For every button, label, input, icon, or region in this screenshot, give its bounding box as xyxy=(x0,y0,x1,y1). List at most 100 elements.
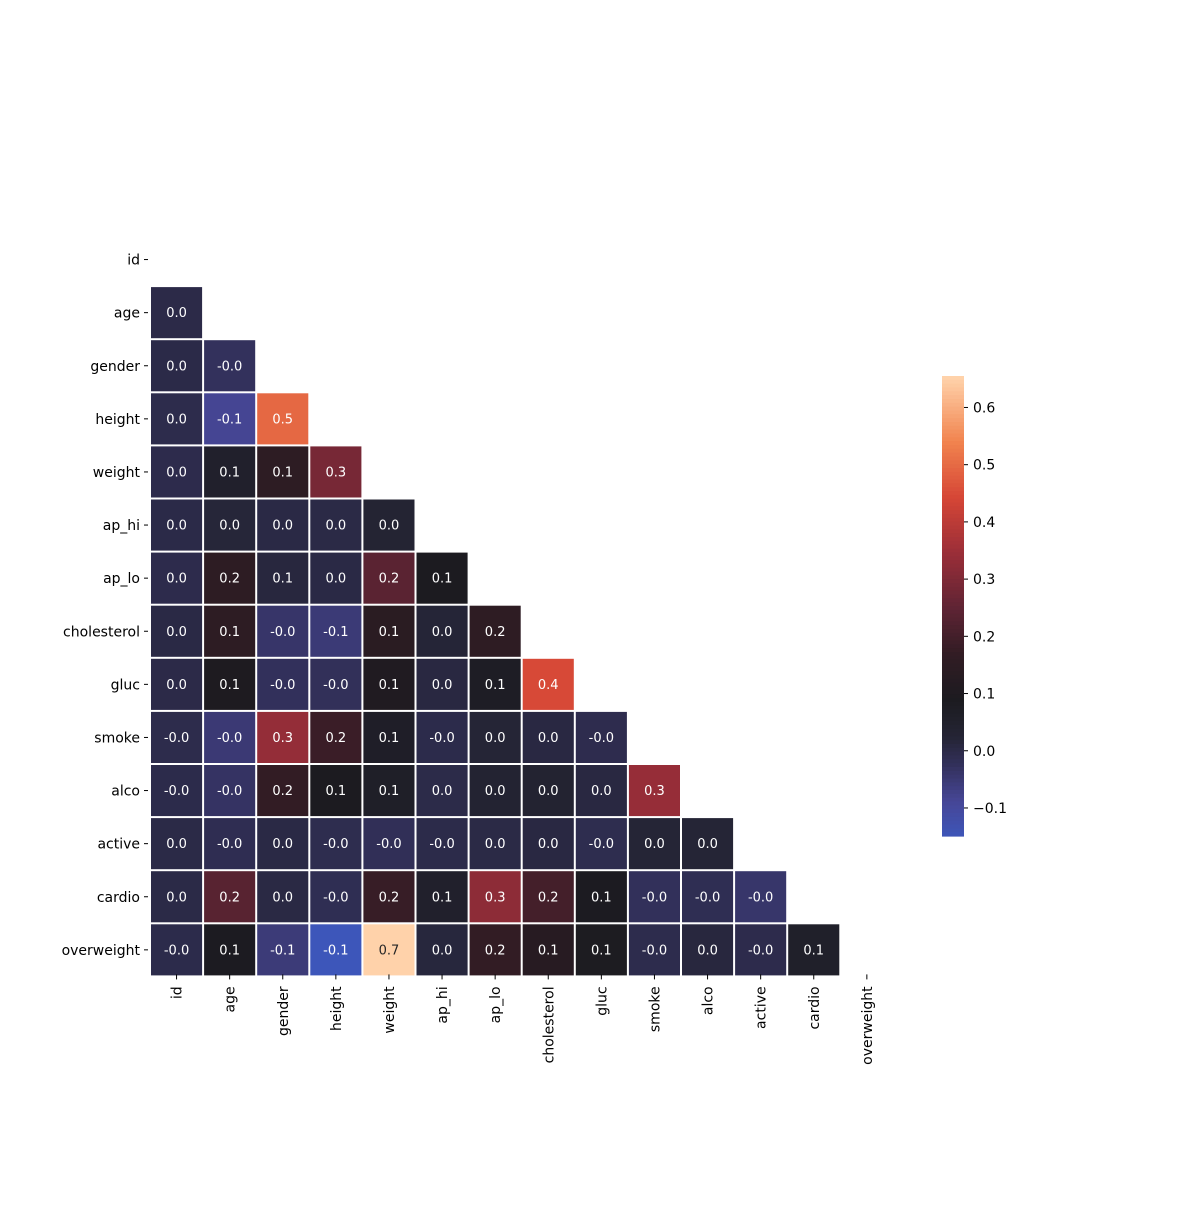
y-tick-label: ap_hi xyxy=(103,518,140,534)
colorbar-segment xyxy=(942,655,964,661)
y-tick-label: overweight xyxy=(62,943,141,959)
colorbar-segment xyxy=(942,824,964,829)
heatmap-cell-label: 0.1 xyxy=(591,890,612,905)
x-tick-label: overweight xyxy=(860,986,876,1065)
colorbar-segment xyxy=(942,487,964,492)
heatmap-cell: 0.1 xyxy=(363,711,415,763)
colorbar-segment xyxy=(942,629,964,634)
heatmap-cell: 0.1 xyxy=(257,446,309,498)
heatmap-cell-label: 0.1 xyxy=(272,572,293,587)
colorbar-segment xyxy=(942,445,964,450)
colorbar-segment xyxy=(942,797,964,803)
heatmap-cell: -0.0 xyxy=(575,818,627,870)
heatmap-cell: -0.1 xyxy=(310,605,362,657)
heatmap-cell-rect xyxy=(682,818,734,870)
y-tick-label: weight xyxy=(93,465,141,481)
colorbar-segment xyxy=(942,529,964,534)
y-tick-label: smoke xyxy=(94,730,140,746)
heatmap-cell: 0.1 xyxy=(416,552,468,604)
colorbar-segment xyxy=(942,636,964,642)
heatmap-cell: 0.1 xyxy=(204,605,256,657)
heatmap-cell-rect xyxy=(151,340,203,392)
heatmap-cell: 0.0 xyxy=(416,924,468,976)
colorbar-segment xyxy=(942,579,964,584)
heatmap-cell-label: 0.0 xyxy=(485,837,506,852)
heatmap-cell-rect xyxy=(416,924,468,976)
heatmap-cell-rect xyxy=(522,818,574,870)
heatmap-cell: 0.0 xyxy=(416,658,468,710)
colorbar-segment xyxy=(942,583,964,588)
heatmap-cell: 0.1 xyxy=(363,765,415,817)
colorbar-segment xyxy=(942,483,964,488)
colorbar-segment xyxy=(942,590,964,596)
heatmap-cell-rect xyxy=(310,658,362,710)
colorbar-segment xyxy=(942,820,964,826)
heatmap-cell: 0.1 xyxy=(416,871,468,923)
heatmap-cell-label: 0.0 xyxy=(432,625,453,640)
colorbar-segment xyxy=(942,659,964,665)
heatmap-cell: 0.0 xyxy=(151,552,203,604)
heatmap-cell-rect xyxy=(522,765,574,817)
heatmap-cell-rect xyxy=(310,552,362,604)
heatmap-cell-label: -0.0 xyxy=(323,837,348,852)
heatmap-cell: 0.0 xyxy=(575,765,627,817)
heatmap-cell: -0.0 xyxy=(257,605,309,657)
heatmap-cell: 0.0 xyxy=(416,765,468,817)
y-tick-label: id xyxy=(127,253,140,269)
heatmap-cell-label: 0.0 xyxy=(326,572,347,587)
heatmap-cell-label: 0.1 xyxy=(538,943,559,958)
colorbar-segment xyxy=(942,648,964,653)
colorbar-tick-label: 0.5 xyxy=(973,458,995,474)
colorbar-segment xyxy=(942,494,964,500)
heatmap-cell-label: 0.0 xyxy=(697,943,718,958)
heatmap-cell-rect xyxy=(416,871,468,923)
heatmap-cell: -0.0 xyxy=(151,765,203,817)
heatmap-cell-label: -0.0 xyxy=(323,678,348,693)
heatmap-cell: 0.3 xyxy=(628,765,680,817)
heatmap-cell-rect xyxy=(310,499,362,551)
x-tick-label: gluc xyxy=(594,986,610,1015)
colorbar-segment xyxy=(942,598,964,603)
heatmap-cell-label: 0.0 xyxy=(538,784,559,799)
colorbar-segment xyxy=(942,759,964,764)
heatmap-cell-label: -0.1 xyxy=(323,943,348,958)
heatmap-cell: 0.2 xyxy=(257,765,309,817)
heatmap-cell: 0.1 xyxy=(469,658,521,710)
heatmap-cell-label: -0.0 xyxy=(217,837,242,852)
colorbar-segment xyxy=(942,671,964,676)
heatmap-cell-rect xyxy=(682,871,734,923)
heatmap-cell-label: 0.0 xyxy=(272,837,293,852)
colorbar-segment xyxy=(942,675,964,680)
heatmap-cell-label: -0.0 xyxy=(642,890,667,905)
heatmap-cell-rect xyxy=(522,924,574,976)
heatmap-cell-label: 0.3 xyxy=(644,784,665,799)
heatmap-cell-rect xyxy=(310,605,362,657)
heatmap-cell: -0.0 xyxy=(151,711,203,763)
colorbar-segment xyxy=(942,556,964,561)
colorbar-segment xyxy=(942,418,964,423)
heatmap-cell-rect xyxy=(310,765,362,817)
heatmap-cell-rect xyxy=(363,605,415,657)
x-tick-label: id xyxy=(170,986,186,999)
heatmap-cell-label: -0.1 xyxy=(323,625,348,640)
heatmap-cell-rect xyxy=(469,818,521,870)
heatmap-cell-label: 0.2 xyxy=(326,731,347,746)
colorbar-segment xyxy=(942,678,964,684)
heatmap-cell-rect xyxy=(469,765,521,817)
heatmap-cell-rect xyxy=(204,552,256,604)
colorbar-segment xyxy=(942,410,964,415)
colorbar-segment xyxy=(942,617,964,622)
heatmap-cell-label: 0.2 xyxy=(538,890,559,905)
heatmap-cell: 0.3 xyxy=(257,711,309,763)
heatmap-cell-label: 0.2 xyxy=(219,572,240,587)
heatmap-cell-label: 0.1 xyxy=(591,943,612,958)
colorbar-segment xyxy=(942,682,964,688)
heatmap-cell: 0.3 xyxy=(469,871,521,923)
heatmap-cell-label: -0.0 xyxy=(695,890,720,905)
heatmap-cell-label: 0.0 xyxy=(166,465,187,480)
heatmap-cell: 0.2 xyxy=(469,924,521,976)
colorbar-segment xyxy=(942,732,964,737)
heatmap-cell-rect xyxy=(151,499,203,551)
heatmap-cell-label: 0.0 xyxy=(644,837,665,852)
heatmap-cell-rect xyxy=(416,658,468,710)
